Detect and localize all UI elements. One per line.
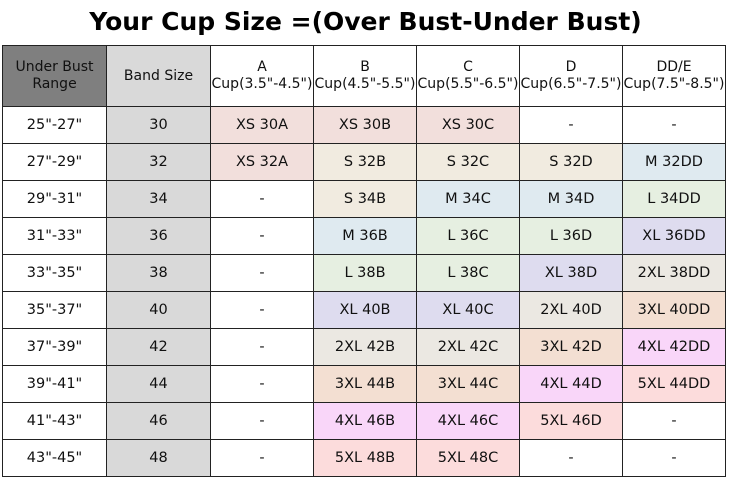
cup-d-cell: 4XL 44D <box>519 365 623 403</box>
cup-dd-e-cell: 4XL 42DD <box>622 328 726 366</box>
cup-b-cell: M 36B <box>313 217 417 255</box>
cup-b-cell: L 38B <box>313 254 417 292</box>
table-row: 37"-39" 42-2XL 42B 2XL 42C 3XL 42D 4XL 42DD <box>2 328 726 366</box>
cup-a-cell: - <box>210 402 314 440</box>
band-size-cell: 42 <box>106 328 211 366</box>
cup-b-cell: S 32B <box>313 143 417 181</box>
cup-a-cell: - <box>210 254 314 292</box>
cup-dd-e-cell: 2XL 38DD <box>622 254 726 292</box>
cup-d-cell: - <box>519 106 623 144</box>
header-under-bust-range: Under Bust Range <box>2 45 107 107</box>
header-cup-c: C Cup(5.5"-6.5") <box>416 45 520 107</box>
cup-a-cell: XS 32A <box>210 143 314 181</box>
cup-d-cell: - <box>519 439 623 477</box>
cup-b-cell: XL 40B <box>313 291 417 329</box>
cup-c-cell: XL 40C <box>416 291 520 329</box>
cup-dd-e-cell: 5XL 44DD <box>622 365 726 403</box>
table-row: 41"-43" 46-4XL 46B 4XL 46C 5XL 46D - <box>2 402 726 440</box>
cup-dd-e-cell: L 34DD <box>622 180 726 218</box>
band-size-cell: 40 <box>106 291 211 329</box>
table-row: 29"-31" 34- S 34B M 34C M 34D L 34DD <box>2 180 726 218</box>
cup-c-cell: XS 30C <box>416 106 520 144</box>
band-size-cell: 36 <box>106 217 211 255</box>
table-row: 35"-37" 40- XL 40B XL 40C 2XL 40D 3XL 40DD <box>2 291 726 329</box>
cup-a-cell: - <box>210 365 314 403</box>
table-body: 25"-27" 30 XS 30A XS 30B XS 30C - -27"-29" 32 XS… <box>2 106 726 477</box>
cup-c-cell: 5XL 48C <box>416 439 520 477</box>
band-size-cell: 32 <box>106 143 211 181</box>
header-cup-a: A Cup(3.5"-4.5") <box>210 45 314 107</box>
table-row: 33"-35" 38- L 38B L 38C XL 38D 2XL 38DD <box>2 254 726 292</box>
cup-dd-e-cell: 3XL 40DD <box>622 291 726 329</box>
band-size-cell: 38 <box>106 254 211 292</box>
cup-c-cell: 2XL 42C <box>416 328 520 366</box>
band-size-cell: 34 <box>106 180 211 218</box>
cup-dd-e-cell: - <box>622 439 726 477</box>
cup-dd-e-cell: - <box>622 106 726 144</box>
band-size-cell: 44 <box>106 365 211 403</box>
cup-b-cell: 2XL 42B <box>313 328 417 366</box>
cup-b-cell: XS 30B <box>313 106 417 144</box>
under-bust-range-cell: 31"-33" <box>2 217 107 255</box>
size-chart-table: Under Bust Range Band Size A Cup(3.5"-4.… <box>2 45 726 477</box>
cup-dd-e-cell: - <box>622 402 726 440</box>
header-cup-dd-e: DD/E Cup(7.5"-8.5") <box>622 45 726 107</box>
table-row: 25"-27" 30 XS 30A XS 30B XS 30C - - <box>2 106 726 144</box>
table-row: 27"-29" 32 XS 32A S 32B S 32C S 32D M 32DD <box>2 143 726 181</box>
header-band-size: Band Size <box>106 45 211 107</box>
cup-a-cell: XS 30A <box>210 106 314 144</box>
cup-dd-e-cell: M 32DD <box>622 143 726 181</box>
band-size-cell: 46 <box>106 402 211 440</box>
cup-a-cell: - <box>210 291 314 329</box>
cup-c-cell: 4XL 46C <box>416 402 520 440</box>
table-row: 31"-33" 36- M 36B L 36C L 36D XL 36DD <box>2 217 726 255</box>
under-bust-range-cell: 29"-31" <box>2 180 107 218</box>
under-bust-range-cell: 39"-41" <box>2 365 107 403</box>
cup-b-cell: 5XL 48B <box>313 439 417 477</box>
under-bust-range-cell: 43"-45" <box>2 439 107 477</box>
cup-c-cell: L 36C <box>416 217 520 255</box>
table-row: 39"-41" 44-3XL 44B 3XL 44C 4XL 44D 5XL 44DD <box>2 365 726 403</box>
under-bust-range-cell: 27"-29" <box>2 143 107 181</box>
cup-d-cell: L 36D <box>519 217 623 255</box>
cup-c-cell: S 32C <box>416 143 520 181</box>
header-row: Under Bust Range Band Size A Cup(3.5"-4.… <box>2 45 726 107</box>
cup-d-cell: 2XL 40D <box>519 291 623 329</box>
cup-c-cell: L 38C <box>416 254 520 292</box>
cup-b-cell: S 34B <box>313 180 417 218</box>
under-bust-range-cell: 25"-27" <box>2 106 107 144</box>
header-cup-d: D Cup(6.5"-7.5") <box>519 45 623 107</box>
under-bust-range-cell: 37"-39" <box>2 328 107 366</box>
band-size-cell: 30 <box>106 106 211 144</box>
cup-b-cell: 3XL 44B <box>313 365 417 403</box>
cup-d-cell: M 34D <box>519 180 623 218</box>
cup-dd-e-cell: XL 36DD <box>622 217 726 255</box>
cup-b-cell: 4XL 46B <box>313 402 417 440</box>
cup-c-cell: M 34C <box>416 180 520 218</box>
cup-c-cell: 3XL 44C <box>416 365 520 403</box>
cup-d-cell: 3XL 42D <box>519 328 623 366</box>
header-cup-b: B Cup(4.5"-5.5") <box>313 45 417 107</box>
band-size-cell: 48 <box>106 439 211 477</box>
cup-a-cell: - <box>210 439 314 477</box>
cup-d-cell: 5XL 46D <box>519 402 623 440</box>
under-bust-range-cell: 35"-37" <box>2 291 107 329</box>
table-row: 43"-45" 48-5XL 48B 5XL 48C - - <box>2 439 726 477</box>
page-title: Your Cup Size =(Over Bust-Under Bust) <box>89 7 642 36</box>
under-bust-range-cell: 41"-43" <box>2 402 107 440</box>
cup-d-cell: XL 38D <box>519 254 623 292</box>
cup-a-cell: - <box>210 217 314 255</box>
cup-d-cell: S 32D <box>519 143 623 181</box>
cup-a-cell: - <box>210 180 314 218</box>
under-bust-range-cell: 33"-35" <box>2 254 107 292</box>
cup-a-cell: - <box>210 328 314 366</box>
